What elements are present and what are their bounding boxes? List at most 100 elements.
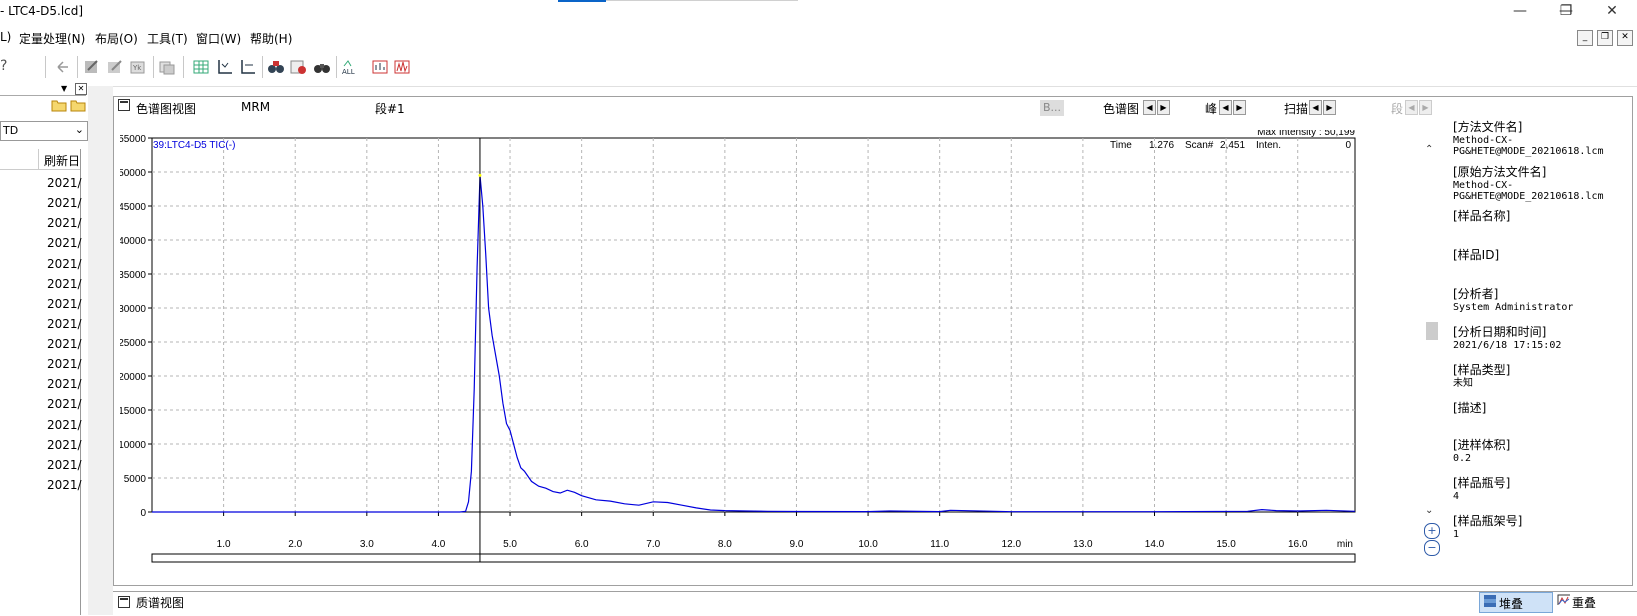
y-tick-label: 15000 (120, 406, 146, 417)
folder-icon[interactable] (70, 98, 86, 115)
x-tick-label: 15.0 (1216, 539, 1236, 550)
select-all-icon[interactable]: ALL (341, 58, 359, 76)
help-icon[interactable]: ? (0, 58, 8, 74)
compare-icon[interactable] (158, 58, 176, 76)
list-item[interactable]: 2021/ (47, 277, 82, 291)
peak-table-icon[interactable]: Yk (129, 58, 147, 76)
axis-icon[interactable] (216, 58, 234, 76)
x-unit-label: min (1337, 539, 1353, 550)
pin-icon[interactable]: ▼ (61, 84, 68, 93)
segment-next-icon[interactable]: ▶ (1419, 100, 1432, 115)
nav-segment-label: 段 (1391, 102, 1404, 116)
menu-item-layout[interactable]: 布局(O) (95, 32, 138, 46)
annotate-icon[interactable] (106, 58, 124, 76)
chromatogram-next-icon[interactable]: ▶ (1157, 100, 1170, 115)
list-item[interactable]: 2021/ (47, 397, 82, 411)
menu-item-window[interactable]: 窗口(W) (196, 32, 242, 46)
list-item[interactable]: 2021/ (47, 236, 82, 250)
title-divider (606, 0, 798, 1)
menu-item-tools[interactable]: 工具(T) (147, 32, 188, 46)
sample-type-value: 未知 (1453, 378, 1473, 389)
close-icon[interactable]: ✕ (1606, 3, 1618, 19)
analysis-date-label: [分析日期和时间] (1453, 325, 1547, 339)
peak-prev-icon[interactable]: ◀ (1219, 100, 1232, 115)
scroll-down-icon[interactable]: ⌄ (1425, 505, 1434, 516)
file-list-border (80, 149, 81, 615)
scan-prev-icon[interactable]: ◀ (1309, 100, 1322, 115)
mdi-restore-icon[interactable]: ❐ (1597, 30, 1613, 46)
injection-volume-label: [进样体积] (1453, 438, 1511, 452)
sample-info-panel: [方法文件名] Method-CX- PG&HETE@MODE_20210618… (1453, 118, 1637, 540)
left-panel-close-icon[interactable]: ✕ (75, 83, 87, 95)
open-folder-icon[interactable] (51, 98, 67, 115)
column-divider[interactable] (38, 149, 39, 169)
list-item[interactable]: 2021/ (47, 176, 82, 190)
vial-number-value: 4 (1453, 491, 1460, 502)
scroll-up-icon[interactable]: ⌃ (1425, 144, 1434, 155)
list-item[interactable]: 2021/ (47, 297, 82, 311)
b-button[interactable]: B... (1040, 100, 1064, 116)
method-file-label: [方法文件名] (1453, 120, 1523, 134)
baseline-icon[interactable] (239, 58, 257, 76)
restore-icon[interactable]: ❐ (1559, 3, 1573, 19)
scroll-thumb[interactable] (1426, 322, 1438, 340)
analyst-value: System Administrator (1453, 302, 1574, 313)
x-tick-label: 7.0 (646, 539, 660, 550)
segment-prev-icon[interactable]: ◀ (1405, 100, 1418, 115)
menu-item-quant[interactable]: 定量处理(N) (19, 32, 86, 46)
list-item[interactable]: 2021/ (47, 357, 82, 371)
grid-view-icon[interactable] (192, 58, 210, 76)
y-tick-label: 40000 (120, 236, 146, 247)
splitter[interactable] (88, 86, 113, 615)
menu-item-prev[interactable]: L) (0, 30, 12, 44)
orig-method-label: [原始方法文件名] (1453, 165, 1547, 179)
minimize-icon[interactable]: — (1559, 3, 1573, 19)
chromatogram-prev-icon[interactable]: ◀ (1143, 100, 1156, 115)
y-tick-label: 0 (140, 508, 146, 519)
list-item[interactable]: 2021/ (47, 377, 82, 391)
list-item[interactable]: 2021/ (47, 196, 82, 210)
search-peak-icon[interactable] (267, 58, 285, 76)
menu-item-help[interactable]: 帮助(H) (250, 32, 293, 46)
title-accent (558, 0, 606, 2)
list-item[interactable]: 2021/ (47, 257, 82, 271)
column-header-refresh-date[interactable]: 刷新日 (44, 154, 81, 168)
layout-chart-icon[interactable] (371, 58, 389, 76)
list-item[interactable]: 2021/ (47, 438, 82, 452)
stack-button[interactable]: 堆叠 (1479, 592, 1553, 613)
minimize-window-icon[interactable]: — (1513, 3, 1527, 19)
y-tick-label: 25000 (120, 338, 146, 349)
peak-next-icon[interactable]: ▶ (1233, 100, 1246, 115)
zoom-in-icon[interactable]: + (1424, 523, 1440, 539)
spectrum-chart-icon[interactable] (393, 58, 411, 76)
toolbar-separator (153, 56, 154, 78)
rack-number-value: 1 (1453, 529, 1460, 540)
time-range-bar[interactable] (151, 553, 1356, 563)
nav-scan-label: 扫描 (1284, 102, 1309, 116)
mdi-minimize-icon[interactable]: _ (1577, 30, 1593, 46)
binoculars-icon[interactable] (313, 58, 331, 76)
collapse-icon[interactable] (118, 99, 130, 111)
mdi-close-icon[interactable]: ✕ (1617, 30, 1633, 46)
folder-dropdown[interactable]: TD ⌄ (0, 121, 88, 141)
scan-next-icon[interactable]: ▶ (1323, 100, 1336, 115)
ms-collapse-icon[interactable] (118, 596, 130, 608)
list-item[interactable]: 2021/ (47, 216, 82, 230)
edit-icon[interactable] (83, 58, 101, 76)
chevron-down-icon: ⌄ (74, 123, 84, 136)
list-item[interactable]: 2021/ (47, 458, 82, 472)
search-compound-icon[interactable] (290, 58, 308, 76)
chromatogram-chart[interactable]: 0 5000 10000 15000 20000 25000 30000 35000 40000… (120, 130, 1420, 570)
list-item[interactable]: 2021/ (47, 317, 82, 331)
list-item[interactable]: 2021/ (47, 478, 82, 492)
zoom-out-icon[interactable]: − (1424, 540, 1440, 556)
list-item[interactable]: 2021/ (47, 418, 82, 432)
time-value: 1.276 (1149, 140, 1174, 151)
overlay-button[interactable]: 重叠 (1553, 592, 1625, 611)
x-tick-label: 12.0 (1002, 539, 1022, 550)
stack-icon (1484, 595, 1496, 607)
x-tick-label: 3.0 (360, 539, 374, 550)
window-title: - LTC4-D5.lcd] (0, 4, 84, 18)
list-item[interactable]: 2021/ (47, 337, 82, 351)
undo-icon[interactable] (54, 58, 72, 76)
